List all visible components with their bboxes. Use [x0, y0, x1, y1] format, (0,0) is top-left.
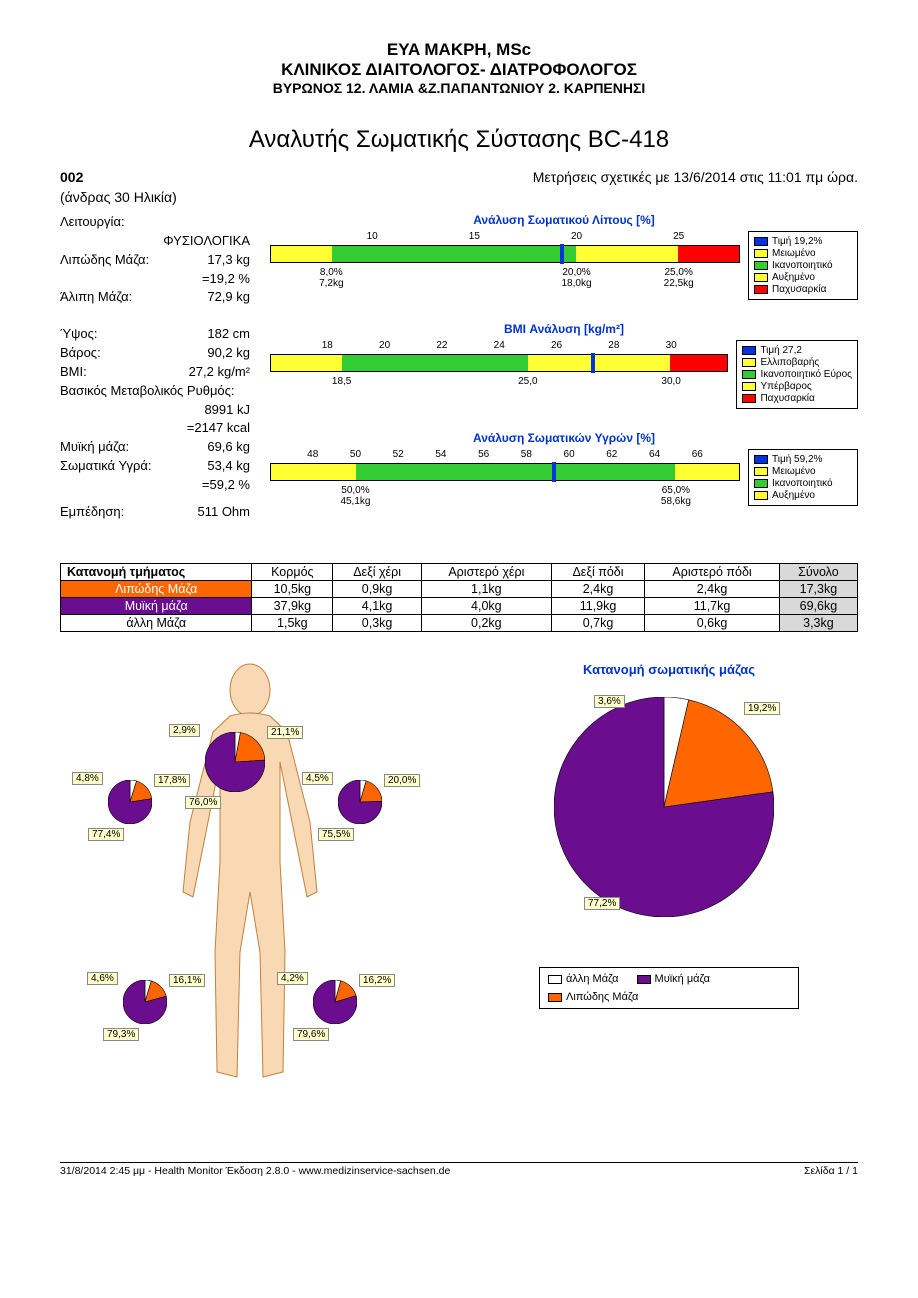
bmr-label: Βασικός Μεταβολικός Ρυθμός: — [60, 382, 250, 401]
water-pct: =59,2 % — [60, 476, 250, 495]
lean-mass-kg: 72,9 kg — [207, 288, 250, 307]
clinician-profession: ΚΛΙΝΙΚΟΣ ΔΙΑΙΤΟΛΟΓΟΣ- ΔΙΑΤΡΟΦΟΛΟΓΟΣ — [60, 60, 858, 80]
body-figure: 2,9%21,1%76,0%4,8%17,8%77,4%4,5%20,0%75,… — [60, 662, 440, 1112]
mode-value: ΦΥΣΙΟΛΟΓΙΚΑ — [60, 232, 250, 251]
charts-column: Ανάλυση Σωματικού Λίπους [%] 10152025 8,… — [270, 213, 858, 535]
fat-mass-pct: =19,2 % — [60, 270, 250, 289]
height-val: 182 cm — [207, 325, 250, 344]
subject-info: (άνδρας 30 Ηλικία) — [60, 189, 858, 205]
fat-mass-label: Λιπώδης Μάζα: — [60, 251, 149, 270]
total-mass-panel: Κατανομή σωματικής μάζας 3,6%19,2%77,2% … — [480, 662, 858, 1112]
water-label: Σωματικά Υγρά: — [60, 457, 152, 476]
lean-mass-label: Άλιπη Μάζα: — [60, 288, 132, 307]
report-title: Αναλυτής Σωματικής Σύστασης BC-418 — [60, 126, 858, 154]
muscle-val: 69,6 kg — [207, 438, 250, 457]
segment-pie-trunk — [205, 732, 265, 792]
page-footer: 31/8/2014 2:45 μμ - Health Monitor Έκδοσ… — [60, 1162, 858, 1177]
big-pie-title: Κατανομή σωματικής μάζας — [480, 662, 858, 677]
weight-label: Βάρος: — [60, 344, 101, 363]
clinician-name: EYA MAKPH, MSc — [60, 40, 858, 60]
footer-left: 31/8/2014 2:45 μμ - Health Monitor Έκδοσ… — [60, 1165, 450, 1177]
impedance-val: 511 Ohm — [197, 503, 250, 522]
muscle-label: Μυϊκή μάζα: — [60, 438, 129, 457]
big-pie-chart: 3,6%19,2%77,2% — [554, 697, 784, 937]
clinic-address: ΒΥΡΩΝΟΣ 12. ΛΑΜΙΑ &Ζ.ΠΑΠΑΝΤΩΝΙΟΥ 2. ΚΑΡΠ… — [60, 80, 858, 96]
segment-table: Κατανομή τμήματοςΚορμόςΔεξί χέριΑριστερό… — [60, 563, 858, 632]
segment-pie-left_arm — [338, 780, 382, 824]
segment-pie-right_leg — [123, 980, 167, 1024]
bmi-val: 27,2 kg/m² — [189, 363, 250, 382]
impedance-label: Εμπέδηση: — [60, 503, 124, 522]
measurement-datetime: Μετρήσεις σχετικές με 13/6/2014 στις 11:… — [533, 169, 858, 185]
height-label: Ύψος: — [60, 325, 98, 344]
segment-pie-left_leg — [313, 980, 357, 1024]
meta-row: 002 Μετρήσεις σχετικές με 13/6/2014 στις… — [60, 169, 858, 185]
bmi-label: BMI: — [60, 363, 87, 382]
footer-right: Σελίδα 1 / 1 — [804, 1165, 858, 1177]
bmr-kcal: =2147 kcal — [60, 419, 250, 438]
bmr-kj: 8991 kJ — [60, 401, 250, 420]
fat-mass-kg: 17,3 kg — [207, 251, 250, 270]
clinic-header: EYA MAKPH, MSc ΚΛΙΝΙΚΟΣ ΔΙΑΙΤΟΛΟΓΟΣ- ΔΙΑ… — [60, 40, 858, 96]
measurements-panel: Λειτουργία: ΦΥΣΙΟΛΟΓΙΚΑ Λιπώδης Μάζα: 17,… — [60, 213, 250, 522]
bmi-chart: BMI Ανάλυση [kg/m²] 18202224262830 18,52… — [270, 322, 858, 409]
weight-val: 90,2 kg — [207, 344, 250, 363]
fat-chart: Ανάλυση Σωματικού Λίπους [%] 10152025 8,… — [270, 213, 858, 300]
big-pie-legend: άλλη ΜάζαΜυϊκή μάζαΛιπώδης Μάζα — [539, 967, 799, 1009]
mode-label: Λειτουργία: — [60, 213, 250, 232]
water-kg: 53,4 kg — [207, 457, 250, 476]
segment-pie-right_arm — [108, 780, 152, 824]
patient-id: 002 — [60, 169, 83, 185]
water-chart: Ανάλυση Σωματικών Υγρών [%] 485052545658… — [270, 431, 858, 513]
